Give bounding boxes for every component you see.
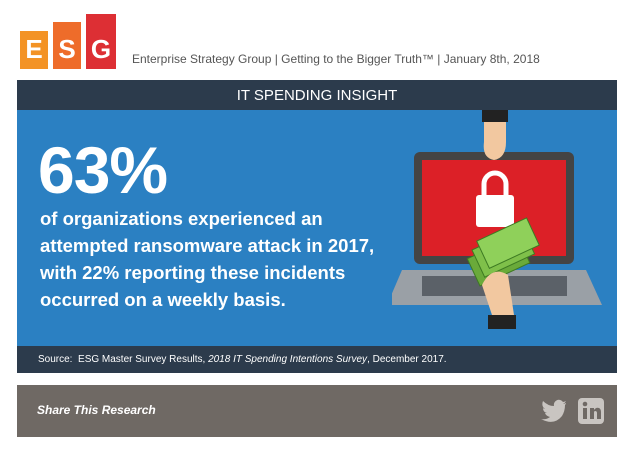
source: Source: ESG Master Survey Results, 2018 … <box>17 346 617 373</box>
sleeve-top <box>482 110 508 122</box>
padlock-shackle <box>481 170 509 195</box>
stat-description: of organizations experienced an attempte… <box>40 205 374 313</box>
description-line: with 22% reporting these incidents <box>40 262 346 283</box>
footer: Share This Research <box>17 385 617 437</box>
logo-s: S <box>53 22 81 69</box>
share-label: Share This Research <box>37 403 156 417</box>
padlock <box>476 195 514 227</box>
linkedin-icon[interactable] <box>578 398 604 424</box>
logo-letter: S <box>58 34 76 64</box>
tagline: Enterprise Strategy Group | Getting to t… <box>132 52 540 66</box>
twitter-icon[interactable] <box>541 399 567 423</box>
logo-e: E <box>20 31 48 69</box>
logo-letter: E <box>25 34 43 64</box>
logo-g: G <box>86 14 116 69</box>
description-line: attempted ransomware attack in 2017, <box>40 235 375 256</box>
linkedin-i <box>583 408 587 419</box>
linkedin-n <box>590 407 601 419</box>
twitter-bird <box>541 399 566 422</box>
money <box>466 217 540 287</box>
banner: IT SPENDING INSIGHT <box>17 80 617 110</box>
stat-value: 63% <box>38 133 168 207</box>
source-suffix: , December 2017. <box>367 354 447 365</box>
sleeve-bottom <box>488 315 516 329</box>
illustration <box>392 110 602 329</box>
description-line: occurred on a weekly basis. <box>40 289 286 310</box>
panel <box>17 110 617 346</box>
description-line: of organizations experienced an <box>40 208 323 229</box>
hand-bottom <box>482 271 514 315</box>
linkedin-dot <box>582 401 588 407</box>
hand-top <box>483 122 506 160</box>
logo-letter: G <box>90 34 112 64</box>
banner-title: IT SPENDING INSIGHT <box>236 86 398 104</box>
source-prefix: Source: ESG Master Survey Results, <box>38 354 209 365</box>
source-title: 2018 IT Spending Intentions Survey <box>208 354 368 365</box>
